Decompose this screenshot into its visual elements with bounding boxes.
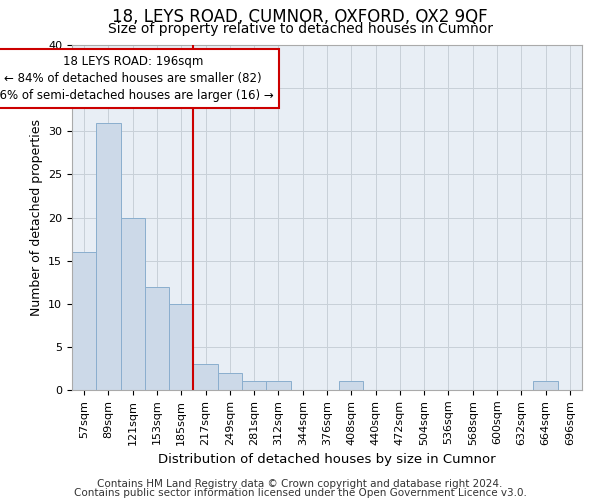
Bar xyxy=(193,364,218,390)
Bar xyxy=(72,252,96,390)
Bar xyxy=(533,382,558,390)
Bar xyxy=(266,382,290,390)
Bar xyxy=(169,304,193,390)
Bar xyxy=(339,382,364,390)
Text: Contains public sector information licensed under the Open Government Licence v3: Contains public sector information licen… xyxy=(74,488,526,498)
Text: Contains HM Land Registry data © Crown copyright and database right 2024.: Contains HM Land Registry data © Crown c… xyxy=(97,479,503,489)
Text: 18, LEYS ROAD, CUMNOR, OXFORD, OX2 9QF: 18, LEYS ROAD, CUMNOR, OXFORD, OX2 9QF xyxy=(112,8,488,26)
Text: 18 LEYS ROAD: 196sqm
← 84% of detached houses are smaller (82)
16% of semi-detac: 18 LEYS ROAD: 196sqm ← 84% of detached h… xyxy=(0,56,274,102)
Bar xyxy=(242,382,266,390)
X-axis label: Distribution of detached houses by size in Cumnor: Distribution of detached houses by size … xyxy=(158,453,496,466)
Bar xyxy=(218,373,242,390)
Y-axis label: Number of detached properties: Number of detached properties xyxy=(29,119,43,316)
Bar xyxy=(121,218,145,390)
Bar xyxy=(96,122,121,390)
Text: Size of property relative to detached houses in Cumnor: Size of property relative to detached ho… xyxy=(107,22,493,36)
Bar xyxy=(145,286,169,390)
